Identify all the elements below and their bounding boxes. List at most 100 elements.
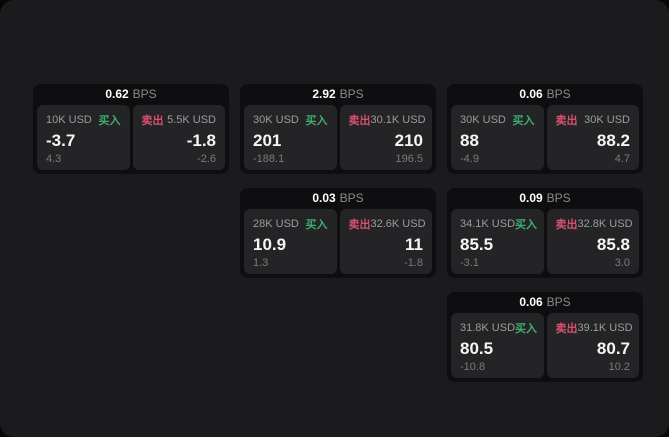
sell-price: 88.2: [596, 130, 630, 150]
buy-amount: 10K USD: [46, 113, 92, 126]
quote-card[interactable]: 0.62 BPS 10K USD 买入 -3.7 4.3 卖出 5.5K USD: [33, 84, 229, 174]
sell-change: 196.5: [395, 153, 423, 165]
buy-side-label: 买入: [512, 114, 535, 127]
card-header: 0.03 BPS: [240, 188, 436, 209]
sell-side-label: 卖出: [555, 114, 578, 127]
bps-unit-label: BPS: [132, 87, 157, 102]
sell-panel[interactable]: 卖出 30.1K USD 210 196.5: [339, 104, 432, 170]
sell-panel[interactable]: 卖出 30K USD 88.2 4.7: [546, 104, 639, 170]
sell-panel-top: 卖出 32.8K USD: [555, 216, 633, 232]
card-body: 28K USD 买入 10.9 1.3 卖出 32.6K USD 11 -1.8: [240, 208, 436, 278]
bps-value: 0.09: [519, 191, 543, 206]
bps-value: 0.03: [312, 191, 336, 206]
buy-change: -188.1: [253, 153, 285, 165]
sell-change: 3.0: [614, 257, 630, 269]
sell-panel-top: 卖出 32.6K USD: [348, 216, 426, 232]
card-body: 34.1K USD 买入 85.5 -3.1 卖出 32.8K USD 85.8…: [447, 208, 643, 278]
sell-change: 10.2: [608, 361, 630, 373]
sell-panel[interactable]: 卖出 39.1K USD 80.7 10.2: [546, 312, 639, 378]
bps-value: 0.06: [519, 87, 543, 102]
buy-panel-top: 34.1K USD 买入: [460, 216, 538, 232]
buy-panel[interactable]: 31.8K USD 买入 80.5 -10.8: [451, 312, 544, 378]
sell-panel[interactable]: 卖出 32.8K USD 85.8 3.0: [546, 208, 639, 274]
card-header: 0.06 BPS: [447, 292, 643, 313]
buy-price: 80.5: [460, 338, 494, 358]
quote-card[interactable]: 0.09 BPS 34.1K USD 买入 85.5 -3.1 卖出 32.8K…: [447, 188, 643, 278]
buy-panel[interactable]: 10K USD 买入 -3.7 4.3: [37, 104, 130, 170]
sell-panel[interactable]: 卖出 32.6K USD 11 -1.8: [339, 208, 432, 274]
sell-panel-top: 卖出 5.5K USD: [142, 112, 217, 128]
buy-side-label: 买入: [305, 114, 328, 127]
bps-value: 2.92: [312, 87, 336, 102]
card-header: 0.06 BPS: [447, 84, 643, 105]
bps-unit-label: BPS: [546, 295, 571, 310]
sell-side-label: 卖出: [555, 322, 578, 335]
sell-change: 4.7: [614, 153, 630, 165]
quote-card[interactable]: 0.06 BPS 30K USD 买入 88 -4.9 卖出 30K USD: [447, 84, 643, 174]
sell-price: -1.8: [186, 130, 216, 150]
buy-panel-top: 10K USD 买入: [46, 112, 121, 128]
sell-price: 85.8: [596, 234, 630, 254]
quote-card[interactable]: 2.92 BPS 30K USD 买入 201 -188.1 卖出 30.1K …: [240, 84, 436, 174]
card-header: 0.62 BPS: [33, 84, 229, 105]
buy-price: 10.9: [253, 234, 287, 254]
buy-panel[interactable]: 28K USD 买入 10.9 1.3: [244, 208, 337, 274]
buy-amount: 34.1K USD: [460, 217, 516, 230]
bps-unit-label: BPS: [339, 87, 364, 102]
buy-panel-top: 30K USD 买入: [253, 112, 328, 128]
buy-side-label: 买入: [98, 114, 121, 127]
buy-amount: 28K USD: [253, 217, 299, 230]
sell-amount: 32.8K USD: [577, 217, 633, 230]
quote-cards-grid: 0.62 BPS 10K USD 买入 -3.7 4.3 卖出 5.5K USD: [33, 84, 643, 382]
card-body: 30K USD 买入 201 -188.1 卖出 30.1K USD 210 1…: [240, 104, 436, 174]
buy-price: 85.5: [460, 234, 494, 254]
card-header: 2.92 BPS: [240, 84, 436, 105]
buy-panel-top: 28K USD 买入: [253, 216, 328, 232]
buy-side-label: 买入: [515, 218, 538, 231]
bps-value: 0.62: [105, 87, 129, 102]
buy-panel[interactable]: 30K USD 买入 201 -188.1: [244, 104, 337, 170]
buy-amount: 30K USD: [460, 113, 506, 126]
buy-price: -3.7: [46, 130, 76, 150]
bps-value: 0.06: [519, 295, 543, 310]
sell-price: 11: [405, 234, 423, 254]
sell-change: -1.8: [404, 257, 423, 269]
card-body: 10K USD 买入 -3.7 4.3 卖出 5.5K USD -1.8 -2.…: [33, 104, 229, 174]
buy-price: 201: [253, 130, 282, 150]
sell-panel-top: 卖出 30.1K USD: [348, 112, 426, 128]
card-body: 31.8K USD 买入 80.5 -10.8 卖出 39.1K USD 80.…: [447, 312, 643, 382]
quote-card[interactable]: 0.06 BPS 31.8K USD 买入 80.5 -10.8 卖出 39.1…: [447, 292, 643, 382]
buy-panel[interactable]: 30K USD 买入 88 -4.9: [451, 104, 544, 170]
sell-price: 210: [394, 130, 423, 150]
card-body: 30K USD 买入 88 -4.9 卖出 30K USD 88.2 4.7: [447, 104, 643, 174]
buy-amount: 31.8K USD: [460, 321, 516, 334]
sell-side-label: 卖出: [348, 114, 371, 127]
buy-side-label: 买入: [515, 322, 538, 335]
buy-change: -4.9: [460, 153, 479, 165]
quote-card[interactable]: 0.03 BPS 28K USD 买入 10.9 1.3 卖出 32.6K US…: [240, 188, 436, 278]
sell-amount: 39.1K USD: [577, 321, 633, 334]
buy-panel-top: 30K USD 买入: [460, 112, 535, 128]
buy-change: 4.3: [46, 153, 62, 165]
buy-side-label: 买入: [305, 218, 328, 231]
buy-change: 1.3: [253, 257, 269, 269]
sell-side-label: 卖出: [348, 218, 371, 231]
bps-unit-label: BPS: [546, 191, 571, 206]
sell-side-label: 卖出: [141, 114, 164, 127]
buy-panel-top: 31.8K USD 买入: [460, 320, 538, 336]
sell-change: -2.6: [197, 153, 216, 165]
buy-amount: 30K USD: [253, 113, 299, 126]
sell-amount: 32.6K USD: [370, 217, 426, 230]
sell-panel-top: 卖出 39.1K USD: [555, 320, 633, 336]
sell-amount: 30K USD: [584, 113, 630, 126]
card-header: 0.09 BPS: [447, 188, 643, 209]
bps-unit-label: BPS: [339, 191, 364, 206]
buy-price: 88: [460, 130, 479, 150]
sell-panel-top: 卖出 30K USD: [556, 112, 631, 128]
buy-panel[interactable]: 34.1K USD 买入 85.5 -3.1: [451, 208, 544, 274]
bps-unit-label: BPS: [546, 87, 571, 102]
sell-amount: 30.1K USD: [370, 113, 426, 126]
sell-side-label: 卖出: [555, 218, 578, 231]
sell-panel[interactable]: 卖出 5.5K USD -1.8 -2.6: [132, 104, 225, 170]
